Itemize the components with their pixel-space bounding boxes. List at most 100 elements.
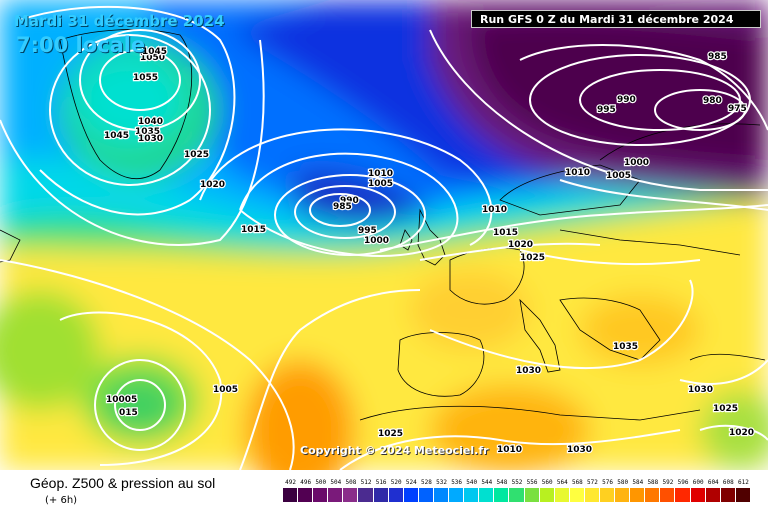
color-scale-cell [554, 488, 570, 502]
pressure-label: 1025 [378, 429, 403, 439]
color-scale-value: 520 [390, 479, 402, 486]
pressure-label: 10005 [106, 395, 137, 405]
pressure-label: 985 [333, 202, 352, 212]
pressure-label: 1035 [613, 342, 638, 352]
geopotential-map: 1050 1045 1055 1040 1035 1030 1045 1025 … [0, 0, 768, 470]
pressure-label: 1030 [567, 445, 592, 455]
pressure-label: 1010 [482, 205, 507, 215]
color-scale-cell [735, 488, 751, 502]
color-scale-value: 576 [602, 479, 613, 486]
color-scale-cell [675, 488, 691, 502]
pressure-label: 1000 [624, 158, 649, 168]
pressure-label: 1020 [200, 180, 225, 190]
color-scale-value: 608 [722, 479, 734, 486]
pressure-label: 1045 [104, 131, 129, 141]
pressure-label: 1025 [184, 150, 209, 160]
pressure-label: 1005 [213, 385, 238, 395]
pressure-label: 990 [617, 95, 636, 105]
color-scale-value: 604 [707, 479, 719, 486]
color-scale-value: 532 [436, 479, 447, 486]
color-scale-cell [358, 488, 374, 502]
color-scale-value: 564 [556, 479, 568, 486]
color-scale [283, 488, 751, 502]
color-scale-cell [343, 488, 359, 502]
pressure-label: 1055 [133, 73, 158, 83]
pressure-label: 1015 [493, 228, 518, 238]
local-time: 7:00 locale [16, 33, 146, 57]
color-scale-value: 592 [662, 479, 674, 486]
color-scale-value: 556 [526, 479, 538, 486]
pressure-label: 1030 [688, 385, 713, 395]
color-scale-cell [494, 488, 510, 502]
pressure-labels: 1050 1045 1055 1040 1035 1030 1045 1025 … [103, 46, 755, 456]
color-scale-cell [599, 488, 616, 502]
color-scale-cell [313, 488, 329, 502]
color-scale-cell [328, 488, 344, 502]
color-scale-cell [373, 488, 389, 502]
color-scale-value: 492 [285, 479, 296, 486]
color-scale-value: 588 [647, 479, 659, 486]
pressure-label: 1030 [138, 134, 163, 144]
pressure-label: 1045 [142, 47, 167, 57]
pressure-label: 1035 [135, 127, 160, 137]
pressure-label: 015 [119, 408, 138, 418]
forecast-step: (+ 6h) [45, 495, 78, 506]
pressure-label: 1025 [713, 404, 738, 414]
color-scale-labels: 492 496 500 504 508 512 516 520 524 528 532 536 540 5… [283, 479, 751, 489]
color-scale-value: 580 [617, 479, 629, 486]
pressure-label: 1000 [364, 236, 389, 246]
color-scale-cell [584, 488, 600, 502]
pressure-label: 1010 [368, 169, 393, 179]
color-scale-value: 536 [451, 479, 463, 486]
pressure-label: 1005 [606, 171, 631, 181]
color-scale-value: 512 [360, 479, 372, 486]
pressure-label: 1020 [729, 428, 754, 438]
color-scale-cell [690, 488, 706, 502]
color-scale-value: 516 [375, 479, 387, 486]
color-scale-value: 552 [511, 479, 523, 486]
color-scale-value: 524 [405, 479, 417, 486]
pressure-label: 1005 [368, 179, 393, 189]
pressure-label: 1025 [520, 253, 545, 263]
color-scale-value: 500 [315, 479, 327, 486]
color-scale-cell [720, 488, 736, 502]
color-scale-cell [630, 488, 646, 502]
color-scale-value: 528 [420, 479, 432, 486]
color-scale-cell [524, 488, 540, 502]
color-scale-value: 548 [496, 479, 508, 486]
color-scale-cell [539, 488, 555, 502]
color-scale-value: 568 [571, 479, 583, 486]
color-scale-cell [403, 488, 419, 502]
color-scale-value: 596 [677, 479, 689, 486]
pressure-label: 995 [358, 226, 377, 236]
isobars [0, 5, 768, 470]
pressure-label: 1040 [138, 117, 163, 127]
pressure-label: 1010 [565, 168, 590, 178]
color-scale-cell [569, 488, 585, 502]
color-scale-value: 584 [632, 479, 644, 486]
color-scale-value: 612 [738, 479, 749, 486]
color-scale-cell [298, 488, 314, 502]
pressure-label: 980 [703, 96, 722, 106]
pressure-label: 975 [728, 104, 747, 114]
model-run-label: Run GFS 0 Z du Mardi 31 décembre 2024 [471, 10, 761, 28]
pressure-label: 990 [340, 196, 359, 206]
color-scale-cell [388, 488, 404, 502]
pressure-label: 985 [708, 52, 727, 62]
color-scale-cell [509, 488, 525, 502]
pressure-label: 1020 [508, 240, 533, 250]
color-scale-cell [433, 488, 450, 502]
forecast-date: Mardi 31 décembre 2024 [14, 12, 225, 30]
pressure-label: 1010 [497, 445, 522, 455]
color-scale-cell [645, 488, 661, 502]
map-title: Géop. Z500 & pression au sol [30, 475, 216, 491]
copyright-notice: Copyright © 2024 Meteociel.fr [300, 444, 489, 457]
color-scale-cell [449, 488, 465, 502]
color-scale-cell [705, 488, 721, 502]
color-scale-value: 540 [466, 479, 478, 486]
color-scale-value: 572 [587, 479, 598, 486]
color-scale-cell [615, 488, 631, 502]
color-scale-cell [283, 488, 299, 502]
color-scale-cell [479, 488, 495, 502]
